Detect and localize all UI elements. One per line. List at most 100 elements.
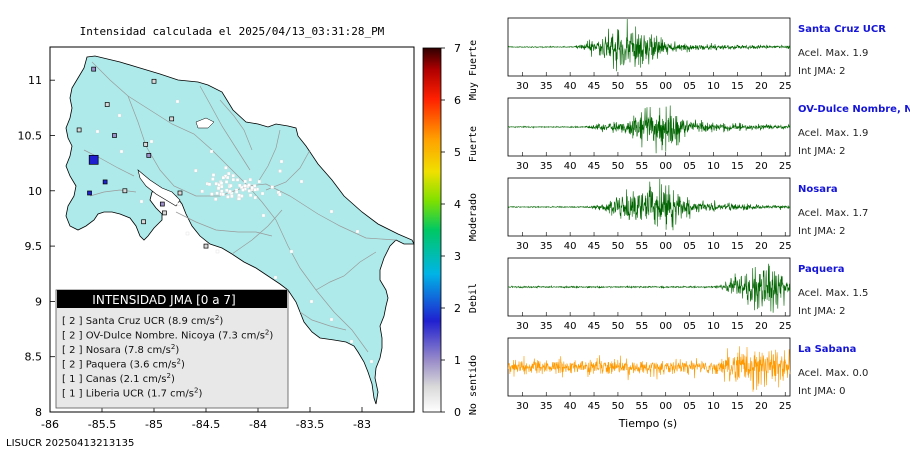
station-marker (162, 210, 167, 216)
waveform-tick-label: 30 (516, 161, 529, 172)
waveform-tick-label: 05 (683, 321, 696, 332)
waveform-tick-label: 40 (564, 321, 577, 332)
colorbar-label: Fuerte (468, 126, 479, 162)
waveform-tick-label: 10 (707, 161, 720, 172)
town-dot (349, 339, 354, 344)
town-dot (248, 178, 252, 182)
legend-row-name: Santa Cruz UCR (86, 316, 168, 327)
town-dot (260, 191, 265, 196)
colorbar-tick-label: 5 (454, 146, 461, 159)
station-marker (91, 66, 97, 72)
waveform-tick-label: 15 (731, 161, 744, 172)
road (265, 149, 311, 191)
station-pga: Acel. Max. 1.5 (798, 288, 868, 299)
town-dot (243, 179, 247, 184)
station-name: OV-Dulce Nombre, Nicoya (798, 104, 910, 115)
town-dot (247, 183, 251, 187)
legend-row-value: (7.3 cm/s (218, 331, 265, 342)
station-marker (143, 141, 149, 147)
colorbar-tick-label: 3 (454, 250, 461, 263)
colorbar-tick-label: 1 (454, 354, 461, 367)
town-dot (248, 193, 253, 197)
town-dot (257, 179, 261, 184)
station-jma: Int JMA: 2 (798, 66, 846, 77)
town-dot (234, 190, 239, 194)
legend-row-name: Canas (86, 374, 120, 385)
town-dot (226, 195, 230, 199)
waveform-trace (507, 178, 791, 231)
town-dot (329, 209, 334, 214)
station-name: Nosara (798, 184, 838, 195)
map-x-tick-label: -85 (145, 418, 163, 431)
town-dot (175, 99, 180, 104)
map-y-tick-label: 10 (28, 185, 42, 198)
station-marker (203, 243, 209, 249)
legend-header: INTENSIDAD JMA [0 a 7] (92, 293, 235, 307)
map-y-tick-label: 9 (35, 295, 42, 308)
road-network (83, 61, 397, 353)
road (91, 61, 249, 187)
town-dot (279, 159, 284, 164)
town-dot (270, 185, 274, 189)
legend-row: [ 1 ] Liberia UCR (1.7 cm/s2) (62, 387, 202, 400)
colorbar-labels: No sentido Debil Moderado Fuerte Muy Fuerte (468, 40, 479, 415)
waveform-panel: 30 35 40 45 50 55 00 05 10 15 20 25 Paquera Acel. Max… (507, 257, 868, 332)
waveform-trace (507, 346, 791, 392)
town-dot (238, 183, 242, 188)
town-dot (261, 213, 266, 218)
waveform-tick-label: 10 (707, 321, 720, 332)
waveform-tick-label: 35 (540, 161, 553, 172)
map-x-tick-label: -83 (353, 418, 371, 431)
waveform-tick-label: 35 (540, 241, 553, 252)
waveform-tick-label: 20 (755, 81, 768, 92)
waveform-tick-label: 45 (588, 161, 601, 172)
town-dot (149, 139, 154, 144)
town-dot (224, 180, 229, 184)
legend-row-value: (8.9 cm/s (168, 316, 215, 327)
station-marker (151, 78, 157, 84)
town-dot (231, 174, 235, 178)
legend-box (55, 289, 289, 409)
waveform-tick-label: 20 (755, 321, 768, 332)
town-dot (237, 196, 241, 201)
waveform-tick-label: 05 (683, 81, 696, 92)
waveform-tick-label: 10 (707, 81, 720, 92)
legend-row-close: ) (181, 360, 185, 371)
legend-row-close: ) (198, 389, 202, 400)
road (315, 251, 377, 291)
legend-row: [ 2 ] OV-Dulce Nombre. Nicoya (7.3 cm/s2… (62, 329, 273, 342)
legend-row-level: [ 2 ] (62, 316, 86, 327)
waveform-tick-label: 45 (588, 241, 601, 252)
intensity-legend: INTENSIDAD JMA [0 a 7] [ 2 ] Santa Cruz … (55, 289, 289, 409)
time-axis-label: Tiempo (s) (618, 417, 677, 430)
waveform-tick-label: 45 (588, 81, 601, 92)
town-dot (227, 171, 231, 176)
town-dot (278, 192, 282, 197)
map-x-tick-label: -84 (249, 418, 267, 431)
waveform-tick-label: 00 (659, 241, 672, 252)
town-dot (252, 184, 257, 188)
map-x-tick-label: -85.5 (88, 418, 116, 431)
colorbar: 0 1 2 3 4 5 6 7 No sentido Debil Moderado Fuerte Mu… (422, 40, 479, 419)
town-dot (220, 189, 224, 193)
road (247, 183, 397, 241)
waveform-trace (507, 263, 791, 313)
town-dot (225, 175, 230, 180)
town-markers (95, 99, 374, 364)
town-dot (211, 173, 216, 177)
colorbar-tick-label: 2 (454, 302, 461, 315)
road (127, 95, 249, 197)
legend-row-exp: 2 (166, 372, 170, 380)
road (89, 189, 137, 197)
waveform-tick-label: 55 (635, 321, 648, 332)
waveform-tick-label: 55 (635, 241, 648, 252)
station-marker (177, 190, 183, 196)
legend-row-value: (7.8 cm/s (124, 345, 171, 356)
town-dot (225, 188, 229, 192)
waveform-tick-label: 25 (779, 161, 792, 172)
town-dot (240, 194, 244, 198)
legend-row-exp: 2 (176, 358, 180, 366)
legend-row-close: ) (171, 374, 175, 385)
road (247, 185, 369, 353)
colorbar-label: Muy Fuerte (468, 40, 479, 100)
